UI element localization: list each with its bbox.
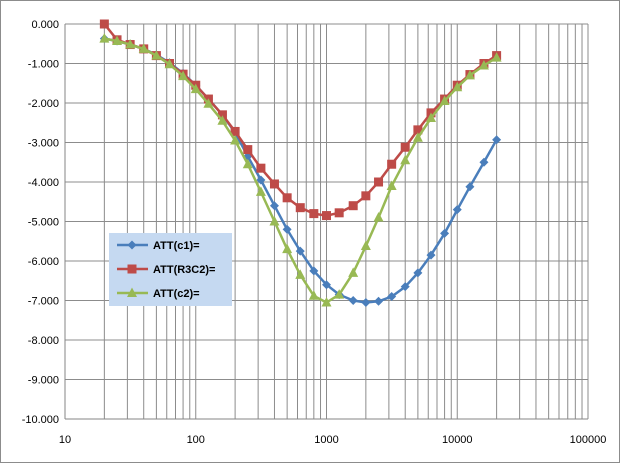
data-point	[217, 115, 228, 125]
y-tick-label: -9.000	[28, 375, 59, 387]
data-point	[282, 243, 293, 254]
data-point	[190, 83, 201, 94]
data-point	[440, 228, 450, 238]
data-point	[164, 58, 175, 69]
data-point	[125, 39, 136, 49]
data-point	[426, 112, 437, 123]
data-point	[256, 175, 266, 185]
data-point	[282, 224, 292, 234]
data-point	[374, 177, 384, 187]
data-point	[282, 193, 292, 203]
data-point	[203, 98, 214, 108]
data-point	[269, 179, 279, 189]
y-tick-label: -5.000	[28, 217, 59, 229]
data-point	[112, 35, 123, 45]
data-point	[127, 287, 137, 297]
data-point	[99, 33, 110, 43]
y-tick-label: -7.000	[28, 296, 59, 308]
series-square	[99, 19, 502, 221]
y-tick-label: -2.000	[28, 98, 59, 110]
data-point	[230, 135, 241, 145]
data-point	[361, 297, 371, 307]
data-point	[99, 19, 109, 29]
y-tick-label: -8.000	[28, 335, 59, 347]
data-point	[322, 280, 331, 290]
data-point	[464, 69, 475, 80]
gridlines	[64, 23, 589, 420]
data-point	[400, 154, 411, 165]
data-point	[322, 211, 331, 221]
legend-label: ATT(c2)=	[153, 288, 200, 300]
data-point	[243, 145, 253, 155]
data-point	[269, 216, 280, 226]
data-point	[217, 110, 227, 120]
data-point	[400, 282, 410, 292]
data-point	[334, 208, 344, 218]
data-point	[127, 264, 137, 274]
y-tick-label: 0.000	[31, 19, 59, 31]
legend: ATT(c1)= ATT(R3C2)= ATT(c2)=	[109, 233, 232, 306]
data-point	[295, 246, 305, 256]
data-point	[269, 201, 279, 211]
data-point	[400, 142, 410, 152]
data-point	[127, 240, 137, 250]
data-point	[465, 182, 475, 192]
data-point	[255, 186, 266, 196]
data-point	[478, 59, 489, 70]
data-point	[230, 126, 240, 136]
data-point	[178, 70, 189, 81]
data-point	[348, 267, 359, 277]
y-tick-label: -6.000	[28, 256, 59, 268]
legend-label: ATT(c1)=	[153, 240, 200, 252]
data-point	[360, 240, 371, 250]
data-point	[256, 163, 266, 173]
data-point	[387, 159, 397, 169]
data-point	[412, 132, 423, 142]
data-point	[413, 268, 423, 278]
data-point	[386, 180, 397, 190]
data-point	[138, 43, 149, 53]
data-point	[387, 292, 397, 302]
legend-label: ATT(R3C2)=	[153, 264, 215, 276]
data-point	[374, 296, 384, 306]
x-tick-label: 1000	[314, 434, 338, 446]
y-tick-labels: 0.000 -1.000 -2.000 -3.000 -4.000 -5.000 -6.00…	[22, 19, 59, 426]
data-point	[334, 289, 345, 299]
data-point	[295, 269, 306, 279]
data-point	[348, 201, 358, 211]
data-point	[309, 266, 319, 276]
x-tick-label: 10	[59, 434, 71, 446]
data-point	[491, 52, 502, 62]
data-point	[426, 250, 436, 260]
data-point	[295, 203, 305, 213]
x-tick-label: 100	[187, 434, 205, 446]
data-point	[151, 50, 162, 60]
data-point	[439, 95, 450, 106]
data-point	[308, 290, 319, 300]
x-tick-labels: 10 100 1000 10000 100000	[59, 434, 606, 446]
data-point	[242, 158, 253, 169]
x-tick-label: 100000	[570, 434, 607, 446]
data-point	[452, 81, 463, 92]
data-point	[348, 296, 358, 305]
y-tick-label: -3.000	[28, 138, 59, 150]
data-point	[492, 135, 502, 145]
y-tick-label: -4.000	[28, 177, 59, 189]
y-tick-label: -10.000	[22, 414, 59, 426]
data-point	[413, 125, 423, 135]
data-point	[321, 296, 332, 307]
x-tick-label: 10000	[442, 434, 473, 446]
series-line	[103, 23, 498, 217]
y-tick-label: -1.000	[28, 59, 59, 71]
data-point	[373, 212, 384, 222]
series-triangle	[99, 33, 502, 307]
data-point	[309, 209, 319, 219]
data-point	[452, 205, 462, 215]
data-point	[361, 191, 371, 201]
data-point	[479, 157, 489, 167]
